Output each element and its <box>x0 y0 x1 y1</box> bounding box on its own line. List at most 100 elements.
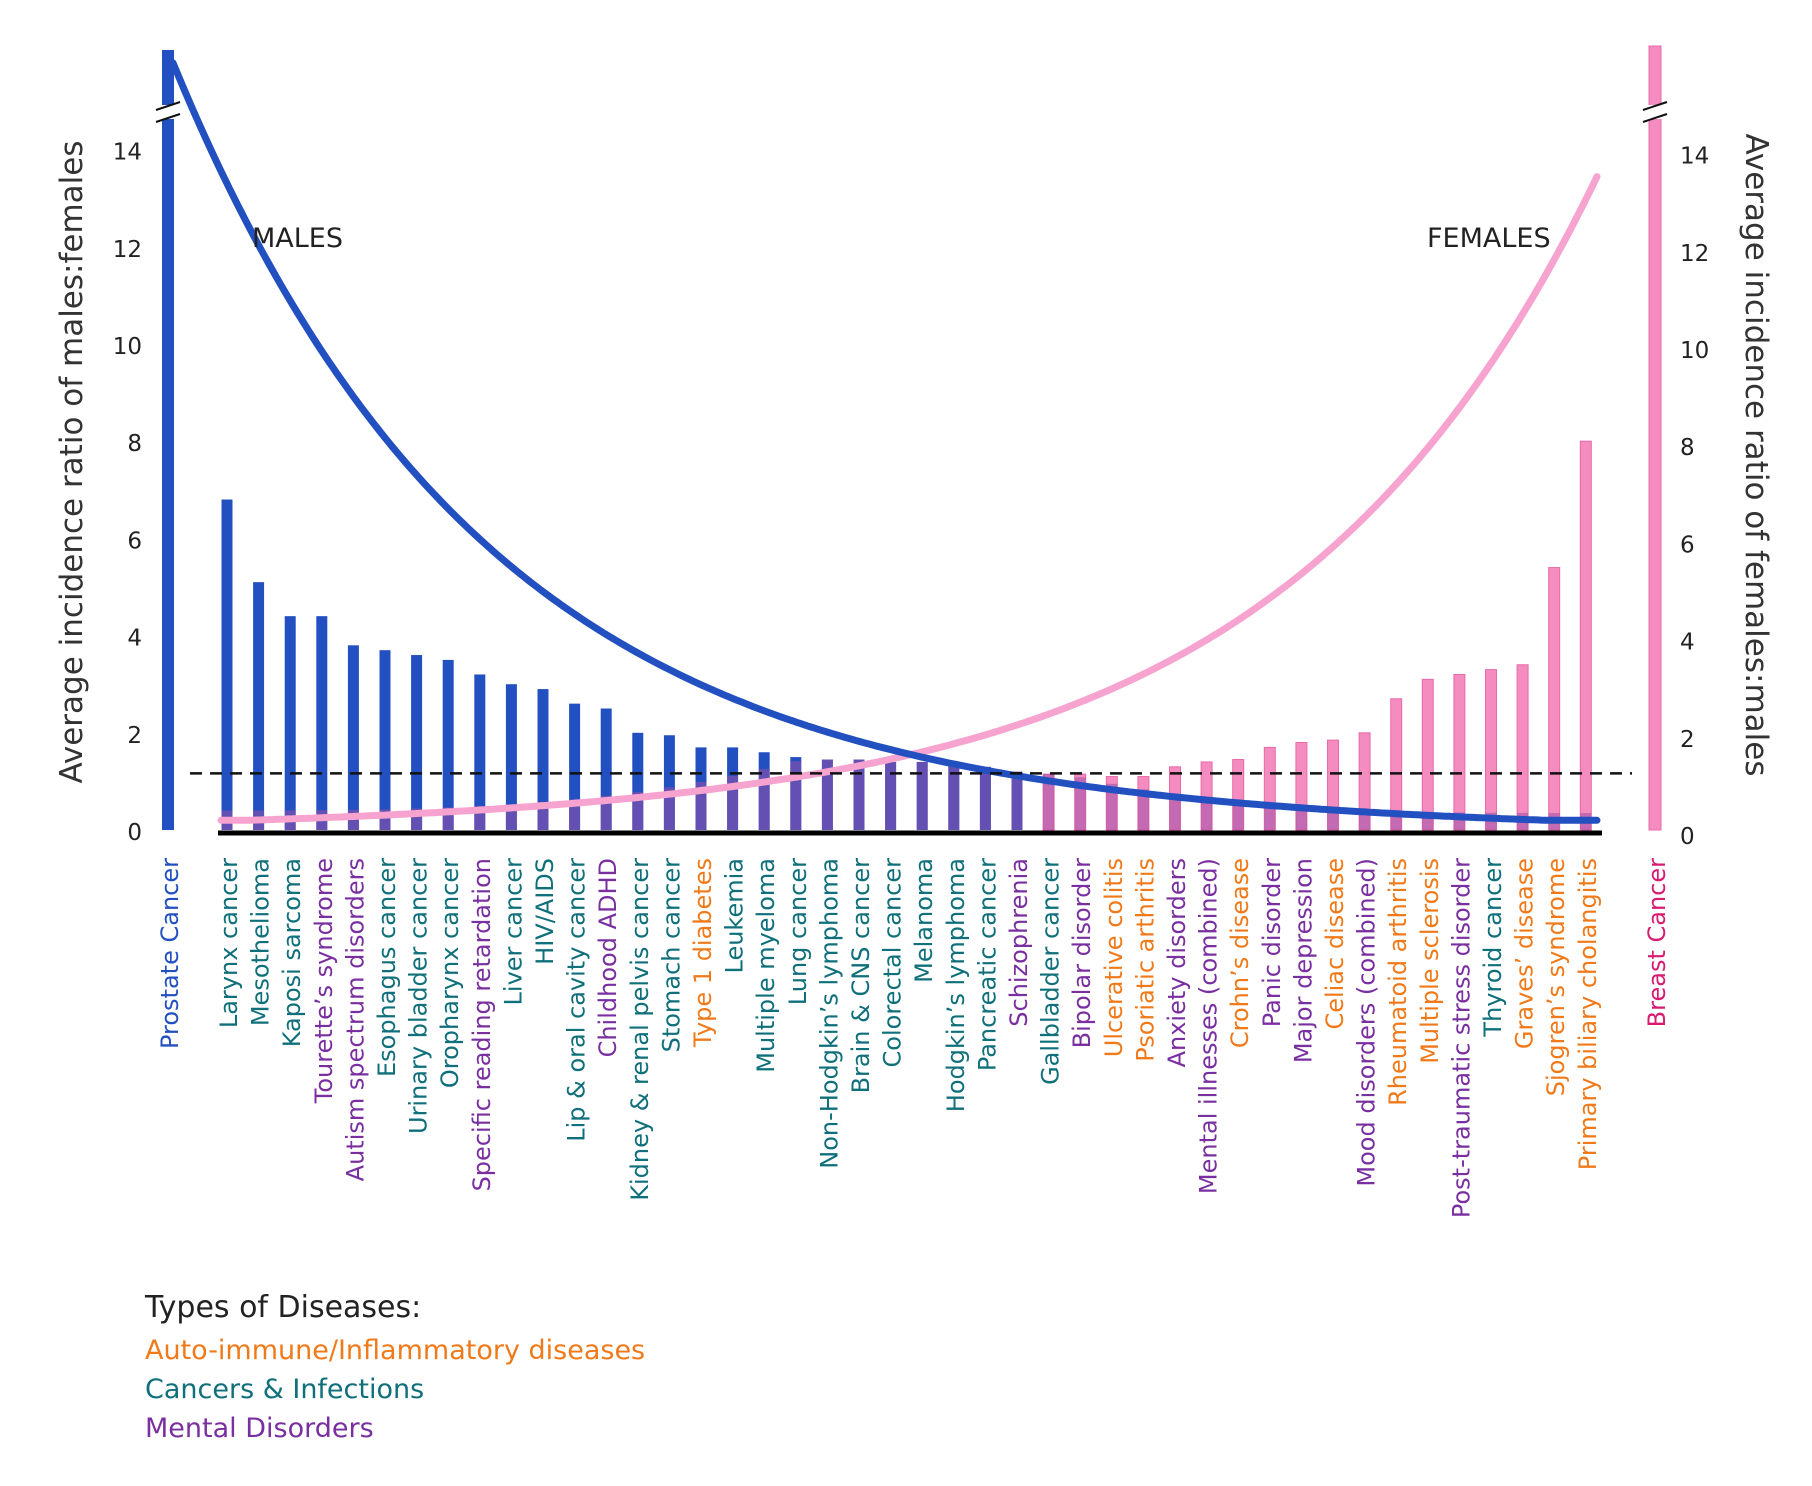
bar-40 <box>1453 673 1466 831</box>
left-axis-break-mark <box>155 101 181 111</box>
bar-overlap-16 <box>695 782 707 830</box>
right-tick-14: 14 <box>1680 144 1709 170</box>
bar-overlap-17 <box>727 775 739 830</box>
category-labels: Prostate Cancer Larynx cancer Mesothelioma… <box>156 858 1671 1218</box>
females-annotation: FEMALES <box>1427 223 1551 254</box>
bar-overlap-18 <box>758 769 770 830</box>
legend-items: Auto-immune/Inflammatory diseases Cancers… <box>145 1335 645 1444</box>
label-23: Melanoma <box>910 858 938 983</box>
curves-layer <box>169 59 1601 824</box>
label-39: Multiple sclerosis <box>1416 858 1444 1064</box>
legend-item-cancer: Cancers & Infections <box>145 1374 425 1405</box>
label-6: Esophagus cancer <box>373 858 401 1077</box>
bar-44 <box>1579 440 1592 831</box>
bar-5 <box>347 645 359 830</box>
label-8: Oropharynx cancer <box>436 858 464 1088</box>
axes-layer <box>155 101 1668 836</box>
bar-overlap-11 <box>537 801 549 830</box>
bar-overlap-38 <box>1390 811 1402 830</box>
bar-2 <box>253 582 265 830</box>
bar-43 <box>1548 567 1561 831</box>
legend-item-autoimmune: Auto-immune/Inflammatory diseases <box>145 1335 646 1366</box>
legend-title: Types of Diseases: <box>145 1290 422 1325</box>
bar-overlap-22 <box>885 761 897 830</box>
label-31: Anxiety disorders <box>1163 858 1191 1067</box>
bar-7 <box>411 655 423 830</box>
right-tick-0: 0 <box>1680 824 1695 850</box>
label-3: Kaposi sarcoma <box>278 858 306 1047</box>
bar-overlap-13 <box>600 795 612 830</box>
right-tick-8: 8 <box>1680 435 1695 461</box>
label-41: Thyroid cancer <box>1479 858 1507 1038</box>
bar-9 <box>474 674 486 830</box>
bar-overlap-31 <box>1169 794 1181 830</box>
label-2: Mesothelioma <box>247 858 275 1026</box>
label-29: Ulcerative colitis <box>1100 858 1128 1057</box>
bar-overlap-27 <box>1043 774 1055 830</box>
label-5: Autism spectrum disorders <box>341 858 369 1181</box>
bar-overlap-12 <box>569 799 581 830</box>
label-26: Schizophrenia <box>1005 858 1033 1027</box>
bar-39 <box>1421 678 1434 831</box>
bar-overlap-37 <box>1359 810 1371 830</box>
right-tick-10: 10 <box>1680 338 1709 364</box>
bar-8 <box>442 659 454 830</box>
left-tick-10: 10 <box>113 334 142 360</box>
label-40: Post-traumatic stress disorder <box>1447 858 1475 1218</box>
bar-14 <box>632 732 644 830</box>
bar-11 <box>537 689 549 830</box>
label-24: Hodgkin’s lymphoma <box>942 858 970 1112</box>
label-prostate-cancer: Prostate Cancer <box>156 858 184 1049</box>
bar-overlap-30 <box>1137 789 1149 830</box>
bar-13 <box>600 708 612 830</box>
label-33: Crohn’s disease <box>1226 858 1254 1048</box>
bar-overlap-14 <box>632 791 644 830</box>
bar-overlap-34 <box>1264 804 1276 830</box>
bar-overlap-33 <box>1232 801 1244 830</box>
bar-6 <box>379 650 391 830</box>
bar-1 <box>221 499 233 830</box>
label-27: Gallbladder cancer <box>1037 858 1065 1085</box>
left-axis-break-mark-2 <box>155 113 181 123</box>
bar-overlap-35 <box>1295 807 1307 830</box>
label-43: Sjogren’s syndrome <box>1542 858 1570 1096</box>
bar-overlap-8 <box>442 807 454 830</box>
label-10: Liver cancer <box>499 858 527 1006</box>
left-tick-12: 12 <box>113 237 142 263</box>
bar-overlap-21 <box>853 759 865 830</box>
label-35: Major depression <box>1289 858 1317 1063</box>
legend-item-mental: Mental Disorders <box>145 1413 374 1444</box>
left-tick-6: 6 <box>127 528 142 554</box>
label-13: Childhood ADHD <box>594 858 622 1057</box>
label-28: Bipolar disorder <box>1068 858 1096 1048</box>
bar-overlap-7 <box>411 808 423 830</box>
right-axis-label: Average incidence ratio of females:males <box>1738 134 1774 777</box>
bar-41 <box>1485 669 1497 831</box>
males-annotation: MALES <box>252 223 343 254</box>
prostate-bar <box>162 50 174 830</box>
bar-overlap-23 <box>916 761 928 830</box>
bar-3 <box>284 616 296 830</box>
bar-overlap-10 <box>505 804 517 830</box>
bar-overlap-19 <box>790 761 802 830</box>
label-7: Urinary bladder cancer <box>405 858 433 1134</box>
label-12: Lip & oral cavity cancer <box>563 858 591 1142</box>
bar-12 <box>569 703 581 830</box>
left-axis-break-gap <box>156 105 180 119</box>
label-25: Pancreatic cancer <box>973 858 1001 1071</box>
label-37: Mood disorders (combined) <box>1353 858 1381 1187</box>
right-axis-ticks: 0 2 4 6 8 10 12 14 <box>1680 144 1709 850</box>
label-42: Graves’ disease <box>1511 858 1539 1049</box>
bar-10 <box>505 684 517 830</box>
label-36: Celiac disease <box>1321 858 1349 1030</box>
label-15: Stomach cancer <box>657 858 685 1053</box>
male-ratio-curve <box>169 59 1601 824</box>
left-tick-8: 8 <box>127 431 142 457</box>
bar-overlap-6 <box>379 809 391 830</box>
label-38: Rheumatoid arthritis <box>1384 858 1412 1106</box>
label-18: Multiple myeloma <box>752 858 780 1073</box>
bar-overlap-36 <box>1327 808 1339 830</box>
label-4: Tourette’s syndrome <box>310 858 338 1104</box>
left-tick-14: 14 <box>113 140 142 166</box>
